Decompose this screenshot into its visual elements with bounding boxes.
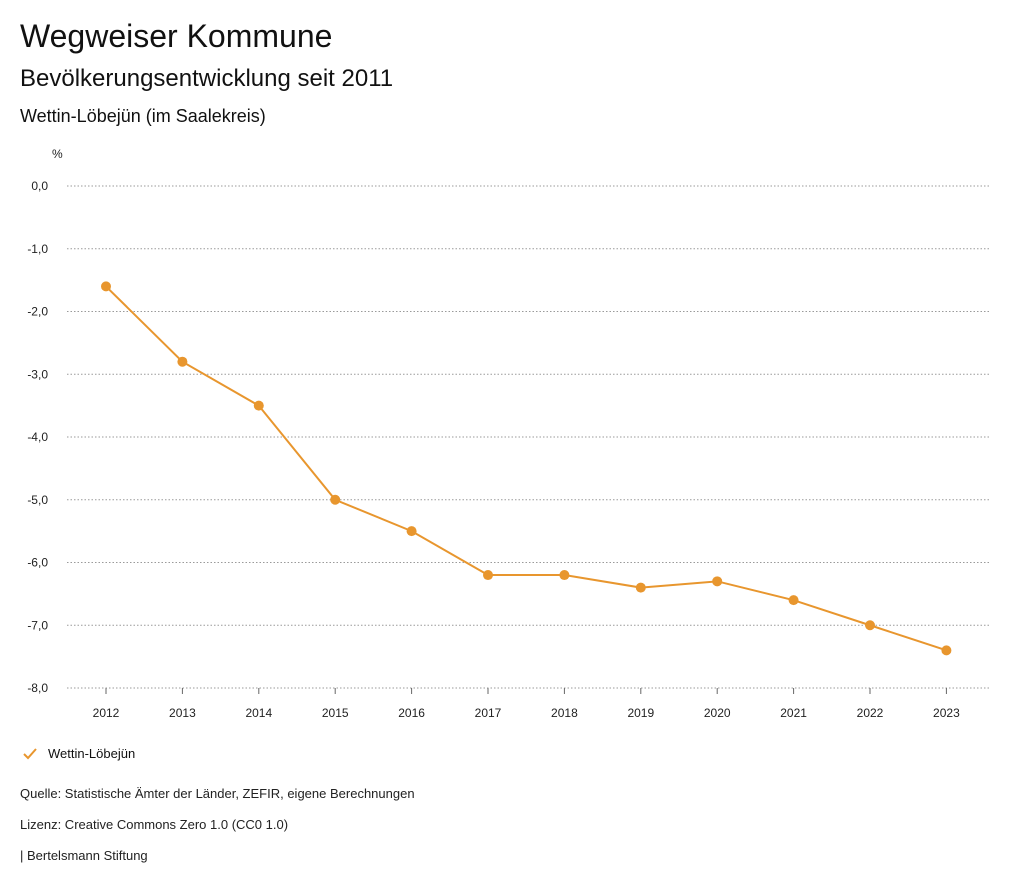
x-tick-label: 2014 — [245, 706, 272, 720]
x-tick-label: 2018 — [551, 706, 578, 720]
data-point[interactable]: 2018: -6.2 — [559, 570, 570, 581]
y-tick-label: -1,0 — [27, 242, 48, 256]
x-tick-label: 2015 — [322, 706, 349, 720]
data-point[interactable]: 2012: -1.6 — [101, 281, 111, 292]
series-line — [105, 285, 947, 652]
data-point[interactable]: 2015: -5 — [330, 494, 341, 505]
y-tick-label: -2,0 — [27, 305, 48, 319]
x-tick-label: 2017 — [475, 706, 502, 720]
data-point[interactable]: 2020: -6.3 — [712, 576, 723, 587]
chart-subtitle: Bevölkerungsentwicklung seit 2011 — [20, 65, 394, 92]
region-name: Wettin-Löbejün (im Saalekreis) — [20, 106, 266, 126]
x-tick-label: 2021 — [780, 706, 807, 720]
x-tick-label: 2012 — [93, 706, 120, 720]
data-point[interactable]: 2014: -3.5 — [253, 400, 264, 411]
data-point[interactable]: 2022: -7 — [865, 620, 875, 631]
x-tick-label: 2013 — [169, 706, 196, 720]
data-point[interactable]: 2019: -6.4 — [635, 582, 646, 593]
x-tick-label: 2022 — [857, 706, 884, 720]
x-tick-label: 2019 — [627, 706, 654, 720]
legend-item-wettin-loebejuen[interactable]: Wettin-Löbejün — [22, 744, 135, 764]
y-tick-label: -6,0 — [27, 556, 48, 570]
grid-lines — [67, 185, 990, 689]
check-icon — [23, 748, 37, 760]
data-point[interactable]: 2017: -6.2 — [483, 570, 493, 581]
y-tick-label: -3,0 — [27, 367, 48, 381]
data-series: 2012: -1.6 2013: -2.8 2014: -3.5 2015: -5 20… — [101, 281, 952, 656]
x-axis-ticks: 2012 2013 2014 2015 2016 2017 2018 2019 2020 2021… — [93, 688, 960, 720]
y-axis-ticks: 0,0 -1,0 -2,0 -3,0 -4,0 -5,0 -6,0 -7,0 -8,0 — [27, 179, 48, 695]
x-tick-label: 2023 — [933, 706, 960, 720]
y-tick-label: -7,0 — [27, 618, 48, 632]
line-chart: % 0,0 -1,0 -2,0 -3,0 -4,0 -5,0 -6,0 -7,0 -8,0 20… — [27, 147, 990, 720]
y-tick-label: 0,0 — [31, 179, 48, 193]
data-point[interactable]: 2016: -5.5 — [406, 526, 417, 537]
data-point[interactable]: 2023: -7.4 — [941, 645, 952, 656]
y-tick-label: -8,0 — [27, 681, 48, 695]
page-title: Wegweiser Kommune — [20, 18, 333, 54]
y-axis-unit: % — [52, 147, 63, 161]
data-point[interactable]: 2013: -2.8 — [177, 356, 188, 367]
legend-label: Wettin-Löbejün — [48, 746, 136, 761]
source-note: Quelle: Statistische Ämter der Länder, Z… — [20, 786, 415, 801]
y-tick-label: -4,0 — [27, 430, 48, 444]
x-tick-label: 2020 — [704, 706, 731, 720]
license-note[interactable]: Lizenz: Creative Commons Zero 1.0 (CC0 1… — [20, 817, 289, 832]
data-point[interactable]: 2021: -6.6 — [788, 595, 799, 606]
y-tick-label: -5,0 — [27, 493, 48, 507]
publisher-note: | Bertelsmann Stiftung — [20, 848, 148, 863]
x-tick-label: 2016 — [398, 706, 425, 720]
